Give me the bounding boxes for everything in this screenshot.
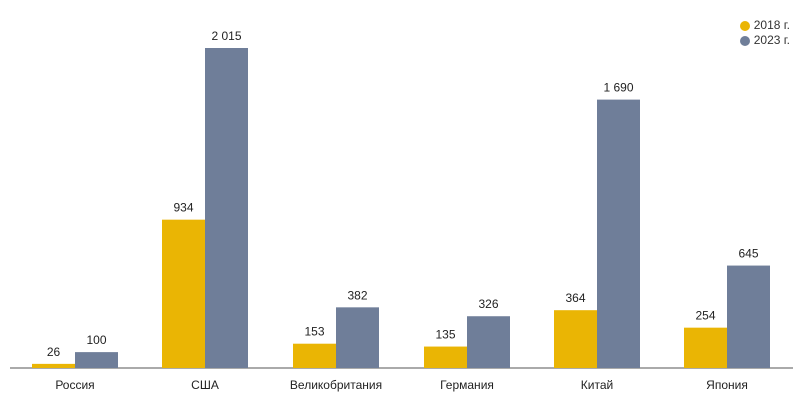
bar-2018-1 xyxy=(162,219,205,368)
bar-2018-5 xyxy=(684,327,727,368)
bar-2018-3 xyxy=(424,346,467,368)
data-label-2023-4: 1 690 xyxy=(603,81,633,95)
bar-2023-5 xyxy=(727,265,770,368)
bar-2018-4 xyxy=(554,310,597,368)
data-label-2018-4: 364 xyxy=(565,291,585,305)
data-label-2018-2: 153 xyxy=(304,325,324,339)
x-tick-label-4: Китай xyxy=(581,378,613,392)
legend: 2018 г. 2023 г. xyxy=(739,18,790,48)
bar-2023-1 xyxy=(205,48,248,368)
x-tick-label-5: Япония xyxy=(706,378,748,392)
legend-label-2018: 2018 г. xyxy=(753,18,790,32)
bar-2018-2 xyxy=(293,343,336,368)
x-tick-label-1: США xyxy=(191,378,219,392)
data-label-2018-0: 26 xyxy=(47,345,61,359)
data-label-2018-1: 934 xyxy=(173,201,193,215)
bar-2023-3 xyxy=(467,316,510,368)
bar-2023-0 xyxy=(75,352,118,368)
x-tick-label-3: Германия xyxy=(440,378,494,392)
data-label-2018-5: 254 xyxy=(695,309,715,323)
data-label-2023-5: 645 xyxy=(738,247,758,261)
x-tick-label-2: Великобритания xyxy=(290,378,382,392)
data-label-2023-1: 2 015 xyxy=(211,29,241,43)
bar-2018-0 xyxy=(32,363,75,368)
data-label-2023-2: 382 xyxy=(347,288,367,302)
data-label-2023-0: 100 xyxy=(86,333,106,347)
legend-swatch-2023 xyxy=(739,35,750,46)
legend-swatch-2018 xyxy=(739,20,750,31)
legend-label-2023: 2023 г. xyxy=(753,33,790,47)
bar-2023-2 xyxy=(336,307,379,368)
x-tick-label-0: Россия xyxy=(55,378,94,392)
data-label-2018-3: 135 xyxy=(435,328,455,342)
legend-item-2018: 2018 г. xyxy=(739,18,790,33)
legend-item-2023: 2023 г. xyxy=(739,33,790,48)
bar-2023-4 xyxy=(597,99,640,368)
data-label-2023-3: 326 xyxy=(478,297,498,311)
